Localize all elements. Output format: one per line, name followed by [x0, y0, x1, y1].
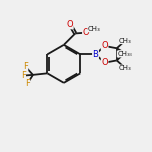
Text: O: O: [67, 20, 73, 29]
Text: CH₃: CH₃: [117, 51, 130, 57]
Text: F: F: [25, 79, 30, 88]
Text: F: F: [21, 71, 26, 80]
Text: O: O: [83, 28, 89, 37]
Text: B: B: [93, 50, 98, 59]
Text: CH₃: CH₃: [119, 51, 132, 57]
Text: O: O: [101, 58, 108, 67]
Text: CH₃: CH₃: [88, 26, 101, 32]
Text: O: O: [101, 41, 108, 50]
Text: CH₃: CH₃: [119, 38, 131, 44]
Text: F: F: [23, 62, 28, 71]
Text: CH₃: CH₃: [119, 65, 131, 71]
